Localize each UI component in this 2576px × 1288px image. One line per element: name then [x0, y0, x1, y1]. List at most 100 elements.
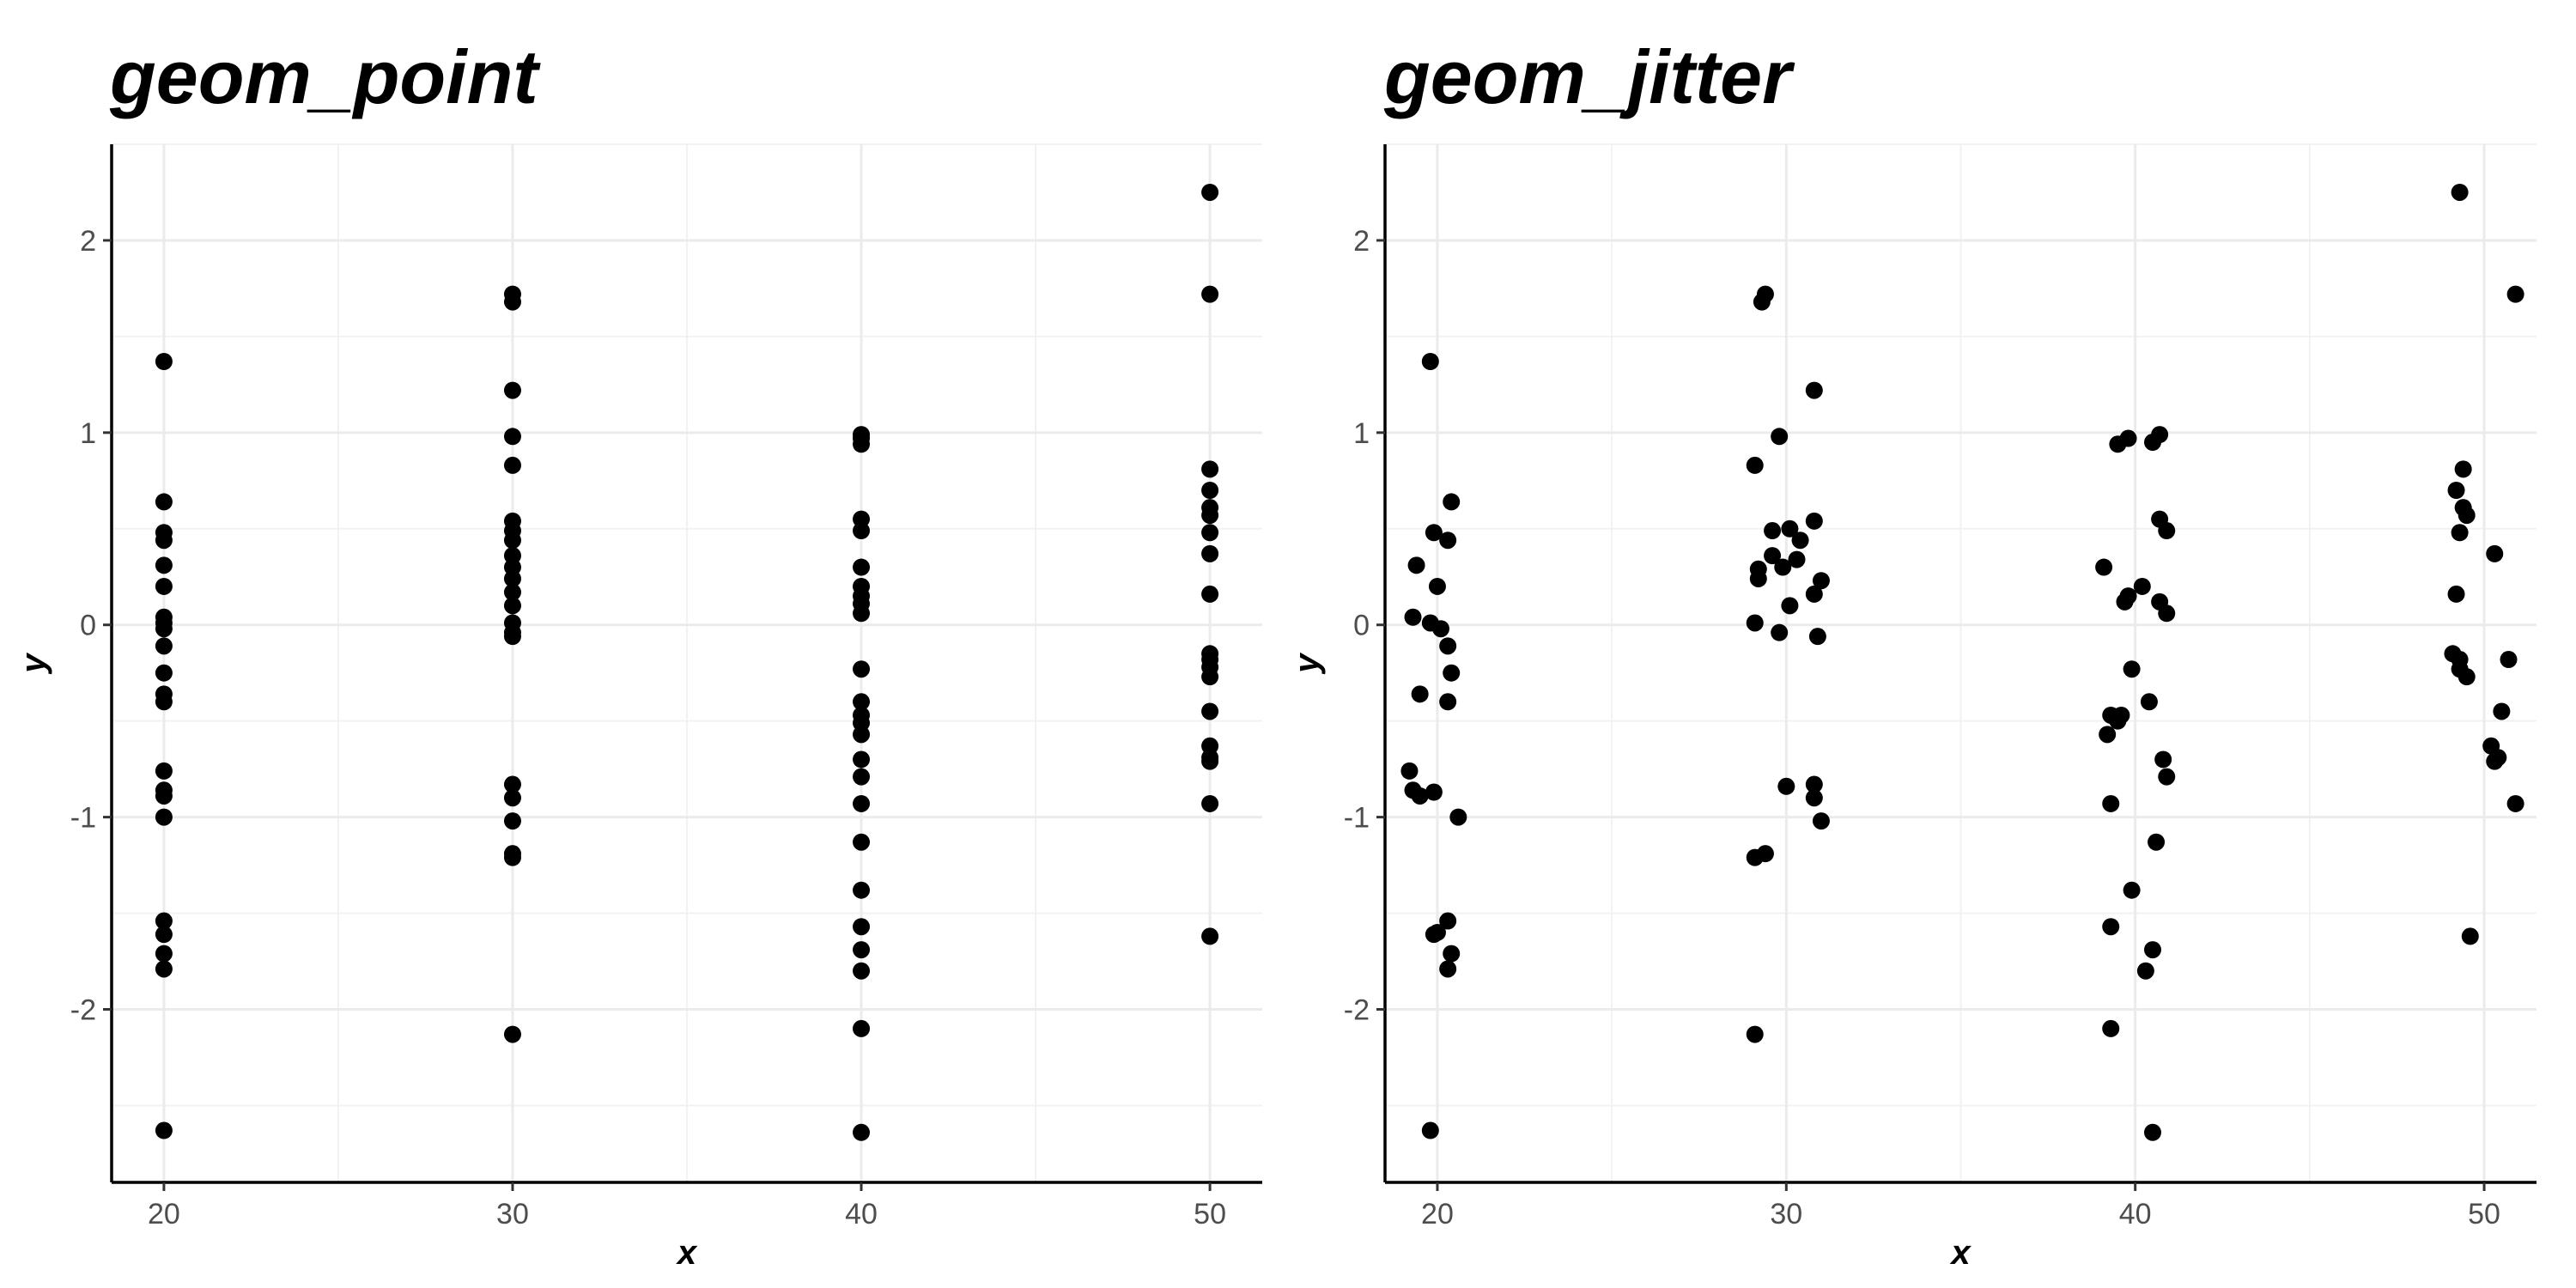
- data-point: [503, 583, 521, 601]
- data-point: [2493, 702, 2511, 720]
- data-point: [1428, 577, 1446, 595]
- data-point: [155, 960, 173, 978]
- data-point: [1777, 777, 1795, 795]
- data-point: [155, 1121, 173, 1139]
- x-tick-label: 20: [1421, 1198, 1454, 1230]
- data-point: [853, 693, 871, 711]
- x-tick-label: 40: [2119, 1198, 2152, 1230]
- data-point: [1443, 945, 1461, 963]
- data-point: [2158, 605, 2176, 623]
- data-point: [155, 620, 173, 638]
- y-tick-label: -1: [1344, 802, 1370, 835]
- data-point: [1805, 789, 1823, 807]
- data-point: [1746, 848, 1764, 866]
- data-point: [2140, 693, 2158, 711]
- data-point: [1407, 556, 1425, 574]
- data-point: [1805, 381, 1823, 399]
- data-point: [155, 787, 173, 805]
- data-point: [2447, 482, 2465, 499]
- data-point: [853, 918, 871, 936]
- data-point: [2154, 750, 2172, 769]
- data-point: [1201, 794, 1219, 812]
- data-point: [1201, 183, 1219, 201]
- data-point: [853, 435, 871, 453]
- x-tick-label: 30: [496, 1198, 529, 1230]
- data-point: [2486, 544, 2504, 562]
- x-tick-label: 20: [148, 1198, 180, 1230]
- data-point: [2158, 522, 2176, 540]
- data-point: [1788, 550, 1806, 568]
- data-point: [503, 1025, 521, 1043]
- x-axis-title: x: [1949, 1234, 1971, 1272]
- data-point: [853, 726, 871, 744]
- data-point: [2133, 577, 2151, 595]
- data-point: [1771, 623, 1789, 641]
- data-point: [1774, 558, 1792, 576]
- data-point: [2144, 1123, 2161, 1141]
- data-point: [1764, 547, 1782, 565]
- data-point: [2099, 726, 2117, 744]
- data-point: [155, 577, 173, 595]
- data-point: [503, 812, 521, 830]
- grid: [112, 143, 1262, 1182]
- data-point: [1764, 522, 1782, 540]
- data-point: [1411, 685, 1429, 703]
- data-point: [1781, 519, 1799, 538]
- data-point: [1771, 428, 1789, 446]
- data-point: [155, 808, 173, 826]
- panel-geom-jitter: geom_jitter 20 30 40 50 -2 -1 0 1 2 x y: [1288, 34, 2537, 1272]
- y-tick-label: 0: [80, 610, 96, 642]
- data-point: [1449, 808, 1467, 826]
- data-point: [1425, 926, 1443, 944]
- data-point: [853, 1019, 871, 1037]
- data-point: [2144, 434, 2161, 452]
- data-point: [155, 637, 173, 655]
- data-point: [155, 693, 173, 711]
- data-point: [2506, 285, 2524, 303]
- data-point: [853, 558, 871, 576]
- data-point: [1749, 569, 1767, 587]
- y-tick-label: -2: [1344, 994, 1370, 1027]
- axes: 20 30 40 50 -2 -1 0 1 2: [70, 144, 1262, 1230]
- data-point: [1812, 572, 1830, 590]
- data-point: [1812, 812, 1830, 830]
- data-point: [155, 532, 173, 550]
- data-point: [1425, 783, 1443, 801]
- data-point: [155, 352, 173, 370]
- data-point: [2148, 833, 2166, 851]
- data-point: [2461, 927, 2479, 945]
- data-point: [1439, 912, 1457, 930]
- data-point: [853, 750, 871, 769]
- data-point: [2454, 460, 2472, 478]
- y-axis-title: y: [15, 653, 52, 675]
- data-point: [2109, 435, 2127, 453]
- data-point: [1791, 532, 1809, 550]
- panel-title: geom_point: [109, 34, 541, 119]
- data-point: [853, 941, 871, 959]
- data-point: [1443, 664, 1461, 682]
- x-axis-title: x: [676, 1234, 698, 1272]
- data-point: [1421, 352, 1439, 370]
- data-point: [1411, 787, 1429, 805]
- y-tick-label: 2: [1353, 225, 1370, 258]
- data-point: [2123, 660, 2141, 678]
- data-point: [1432, 620, 1450, 638]
- data-point: [2123, 881, 2141, 899]
- data-point: [155, 945, 173, 963]
- data-point: [503, 381, 521, 399]
- data-point: [1781, 597, 1799, 615]
- data-point: [1805, 585, 1823, 603]
- data-point: [853, 1123, 871, 1141]
- data-point: [853, 768, 871, 786]
- data-point: [2451, 183, 2469, 201]
- data-point: [2144, 941, 2161, 959]
- data-point: [1439, 637, 1457, 655]
- data-point: [2109, 712, 2127, 730]
- data-point: [503, 848, 521, 866]
- data-point: [1439, 693, 1457, 711]
- data-point: [1201, 285, 1219, 303]
- data-point: [1746, 456, 1764, 474]
- y-tick-label: 1: [1353, 417, 1370, 450]
- data-point: [1400, 762, 1419, 780]
